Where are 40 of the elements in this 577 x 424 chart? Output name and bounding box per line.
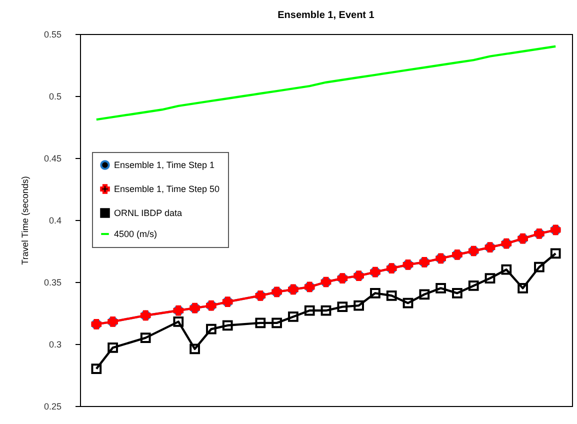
point: [222, 320, 233, 331]
y-tick-label: 0.25: [44, 402, 62, 412]
legend-label: 4500 (m/s): [114, 229, 158, 239]
point: [206, 324, 216, 334]
legend-label: ORNL IBDP data: [114, 208, 182, 218]
point: [173, 316, 184, 327]
point: [468, 280, 479, 291]
point: [288, 312, 298, 322]
y-tick-label: 0.5: [48, 92, 62, 102]
point: [91, 364, 102, 374]
legend-label: Ensemble 1, Time Step 1: [114, 160, 215, 170]
point: [140, 332, 151, 343]
y-tick-label: 0.45: [44, 154, 62, 164]
point: [534, 262, 544, 272]
point: [320, 305, 332, 316]
chart-title: Ensemble 1, Event 1: [278, 10, 375, 21]
point: [190, 344, 200, 354]
point: [337, 302, 348, 312]
point: [436, 283, 446, 294]
point: [272, 318, 282, 328]
point: [419, 289, 430, 300]
y-tick-label: 0.4: [48, 216, 62, 226]
point: [108, 342, 118, 353]
point: [518, 283, 528, 294]
line-series: [95, 45, 557, 121]
point: [255, 318, 266, 328]
point: [452, 288, 462, 298]
y-tick-label: 0.55: [44, 30, 62, 40]
y-tick-label: 0.3: [48, 340, 62, 350]
y-tick-label: 0.35: [44, 278, 62, 288]
point: [386, 290, 397, 301]
point: [550, 248, 561, 259]
point: [402, 298, 414, 308]
y-axis-title: Travel Time (seconds): [20, 176, 30, 265]
legend-label: Ensemble 1, Time Step 50: [114, 184, 220, 194]
point: [354, 300, 364, 311]
point: [304, 305, 315, 316]
point: [484, 273, 496, 284]
point: [370, 288, 380, 298]
point: [501, 264, 512, 275]
